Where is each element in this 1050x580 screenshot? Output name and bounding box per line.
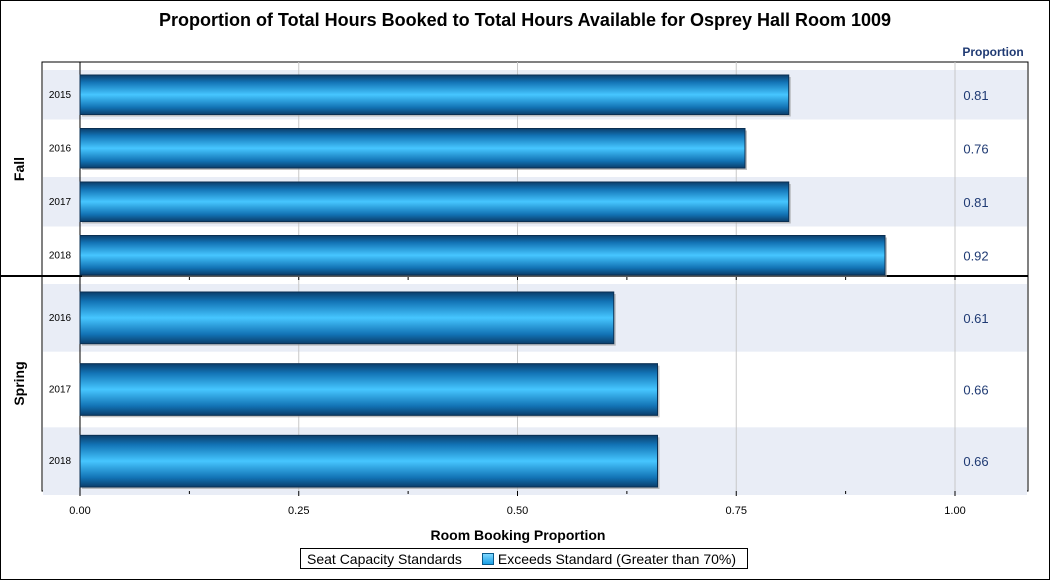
y-tick-label: 2017	[49, 197, 72, 208]
y-tick-label: 2016	[49, 143, 72, 154]
value-label: 0.92	[963, 248, 988, 263]
value-label: 0.61	[963, 311, 988, 326]
x-tick-label: 0.50	[507, 505, 528, 517]
bar	[79, 74, 790, 115]
bar	[79, 434, 658, 488]
bar	[79, 291, 615, 345]
bar	[79, 128, 746, 169]
group-label: Spring	[11, 361, 27, 405]
group-label: Fall	[11, 157, 27, 181]
legend-swatch	[481, 552, 494, 565]
x-axis-label: Room Booking Proportion	[431, 527, 606, 543]
legend: Seat Capacity Standards Exceeds Standard…	[300, 548, 748, 569]
value-column-header: Proportion	[962, 45, 1023, 59]
x-tick-label: 0.00	[69, 505, 90, 517]
x-tick-label: 0.25	[288, 505, 309, 517]
y-tick-label: 2017	[49, 385, 72, 396]
y-tick-label: 2015	[49, 90, 72, 101]
y-tick-label: 2018	[49, 250, 72, 261]
chart-title: Proportion of Total Hours Booked to Tota…	[158, 10, 892, 30]
bar	[79, 181, 790, 222]
value-label: 0.81	[963, 88, 988, 103]
legend-title: Seat Capacity Standards	[307, 550, 462, 567]
legend-entry-label: Exceeds Standard (Greater than 70%)	[497, 550, 737, 567]
x-tick-label: 1.00	[944, 505, 965, 517]
value-label: 0.76	[963, 141, 988, 156]
bar	[79, 235, 886, 276]
value-label: 0.66	[963, 383, 988, 398]
x-tick-label: 0.75	[726, 505, 747, 517]
value-label: 0.66	[963, 454, 988, 469]
y-tick-label: 2016	[49, 313, 72, 324]
y-tick-label: 2018	[49, 456, 72, 467]
bar	[79, 363, 658, 416]
value-label: 0.81	[963, 195, 988, 210]
